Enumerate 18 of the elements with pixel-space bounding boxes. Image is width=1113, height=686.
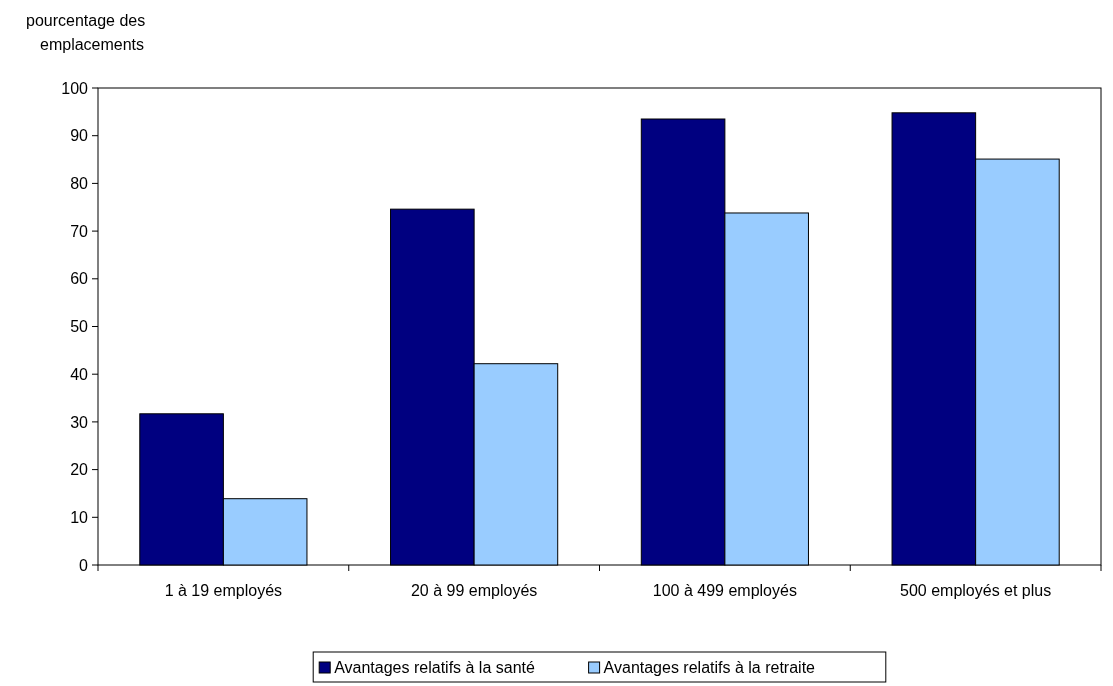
legend-label: Avantages relatifs à la retraite bbox=[603, 659, 816, 676]
legend-label: Avantages relatifs à la santé bbox=[334, 659, 536, 676]
y-tick-label: 40 bbox=[70, 365, 89, 383]
y-tick-label: 50 bbox=[70, 318, 89, 336]
y-tick-label: 0 bbox=[79, 556, 89, 574]
y-tick-label: 20 bbox=[70, 461, 89, 479]
y-tick-label: 10 bbox=[70, 508, 89, 526]
x-tick-label: 500 employés et plus bbox=[900, 582, 1052, 599]
y-tick-label: 80 bbox=[70, 175, 89, 192]
y-tick-label: 70 bbox=[70, 222, 89, 240]
x-tick-label: 20 à 99 employés bbox=[410, 582, 538, 599]
y-tick-label: 60 bbox=[70, 270, 89, 288]
x-tick-label: 1 à 19 employés bbox=[164, 582, 283, 599]
x-tick-label: 100 à 499 employés bbox=[652, 582, 797, 599]
y-tick-label: 100 bbox=[61, 79, 89, 97]
y-tick-label: 30 bbox=[70, 413, 89, 431]
y-tick-label: 90 bbox=[70, 127, 89, 145]
y-axis-title: pourcentage des emplacements bbox=[26, 12, 146, 53]
